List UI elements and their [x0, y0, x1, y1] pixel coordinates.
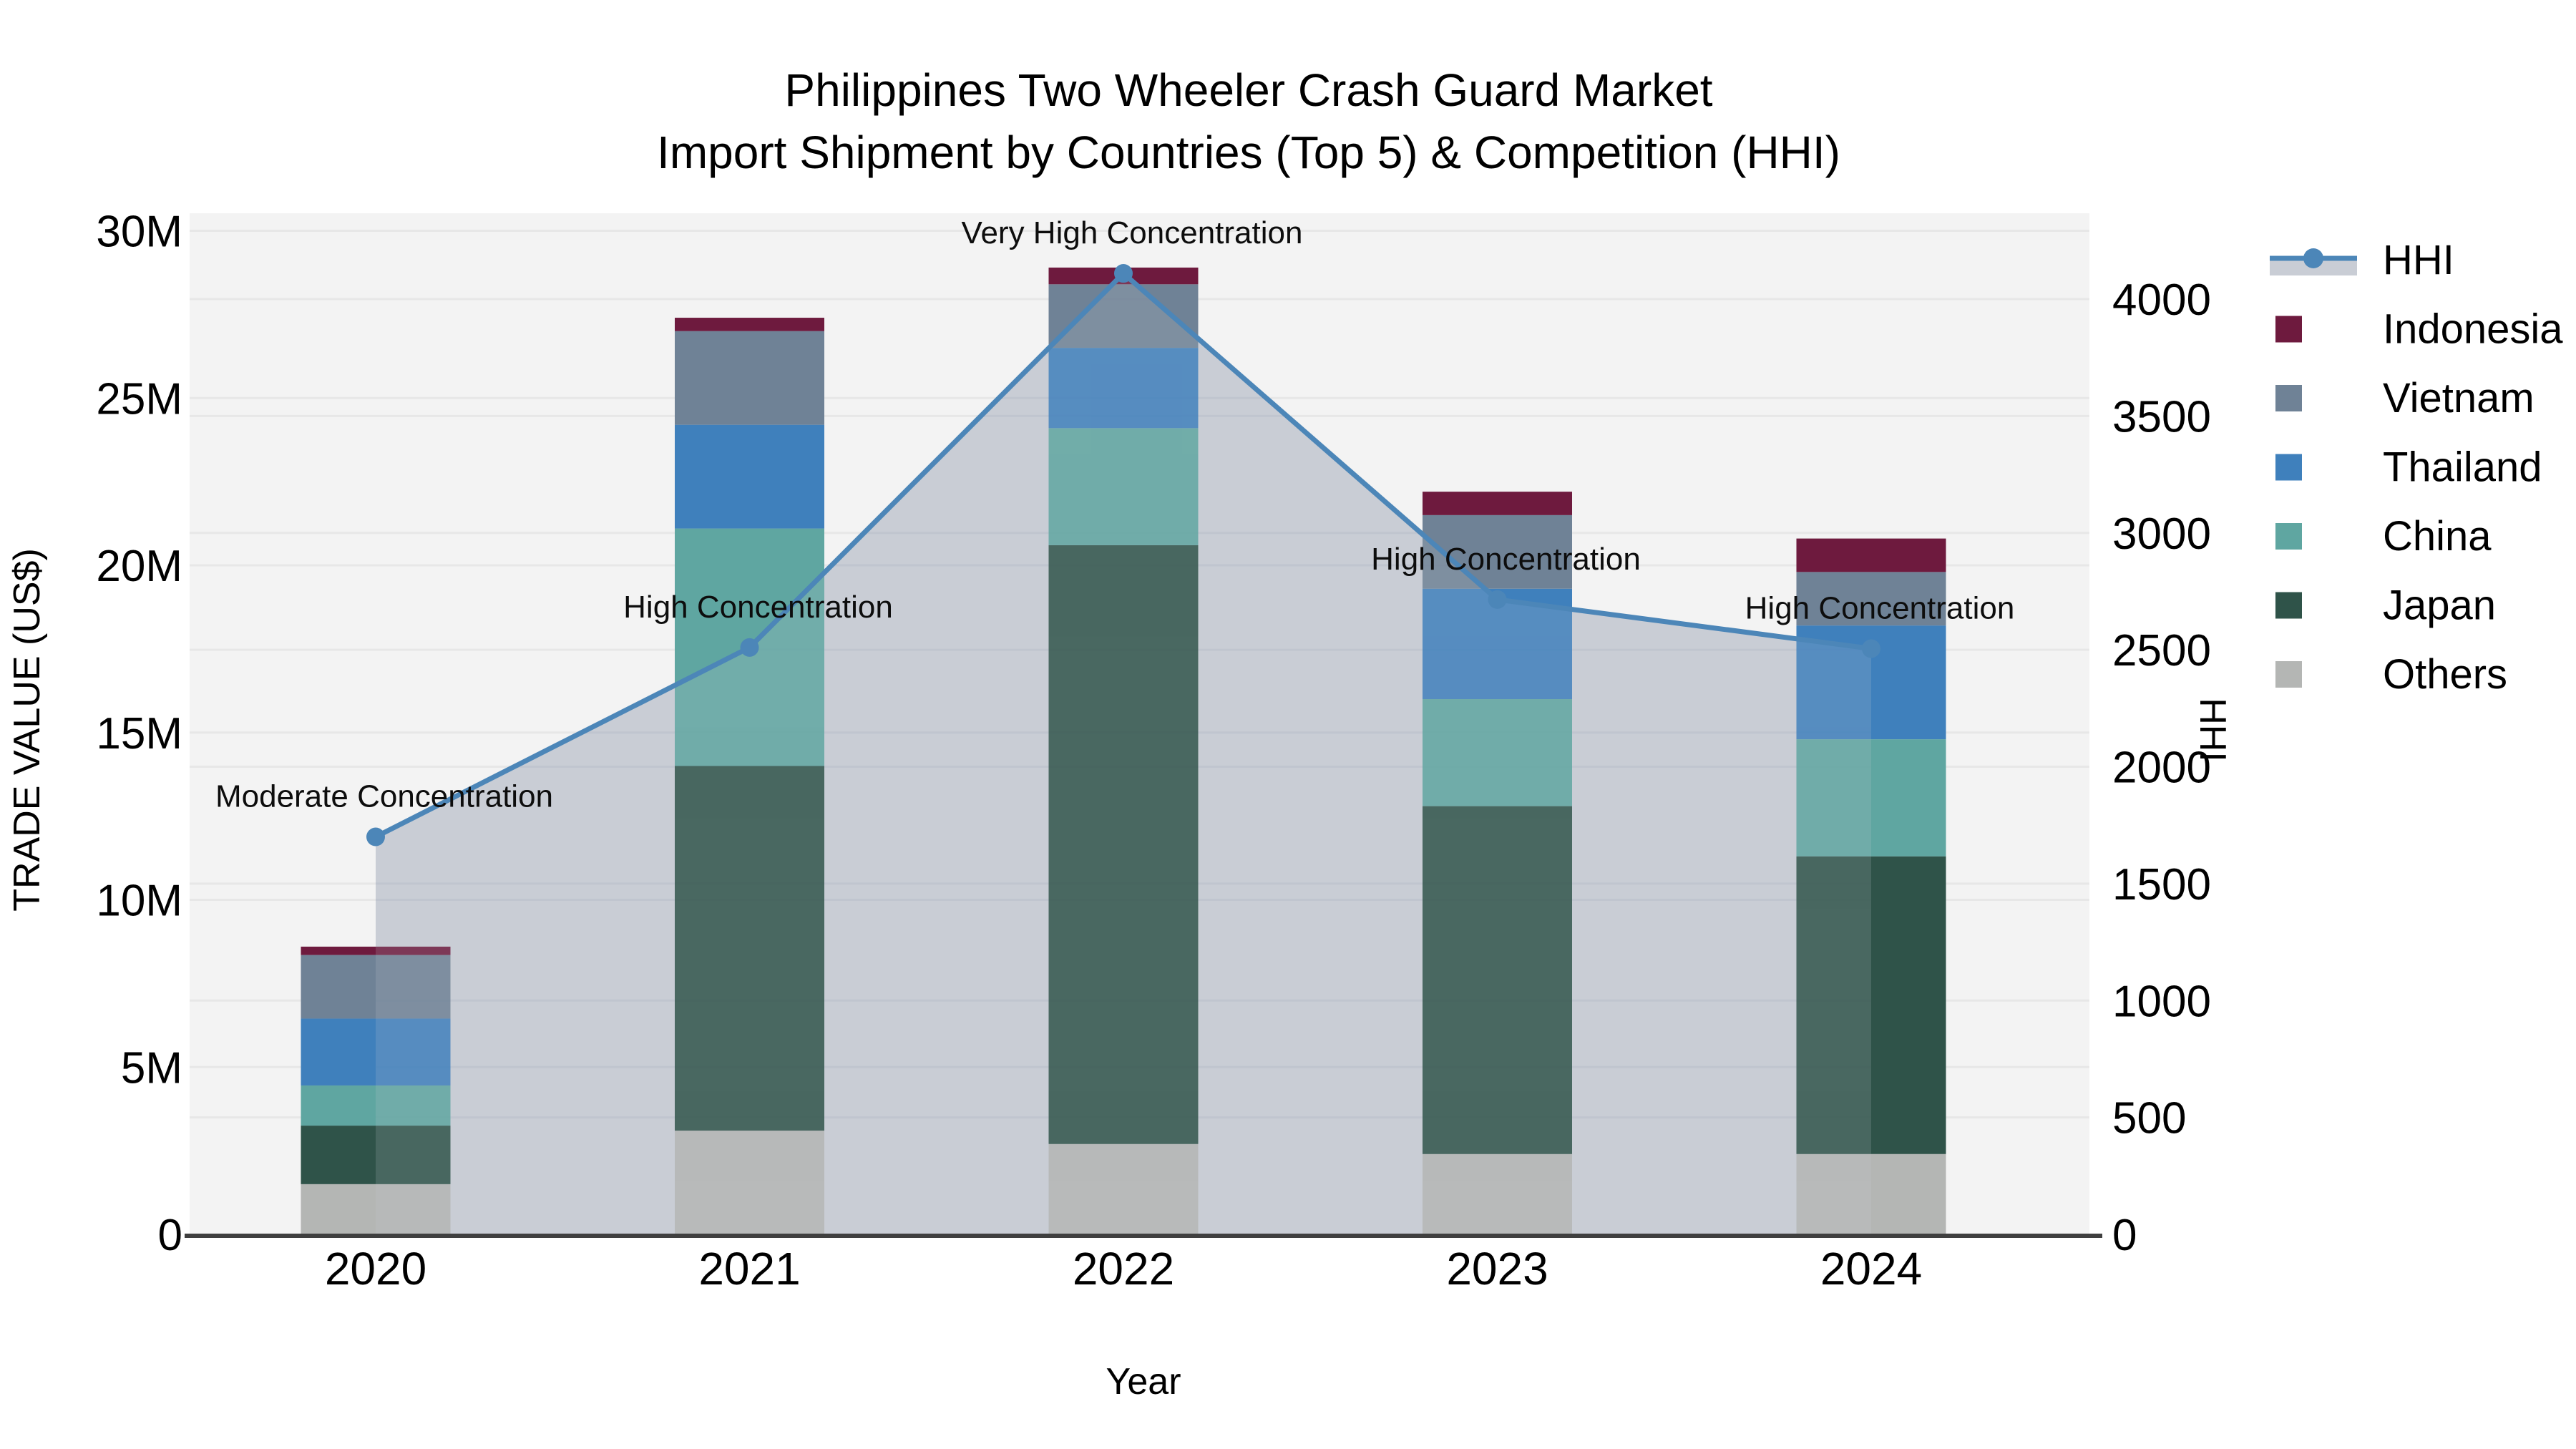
- bar-segment-others-2020: [376, 1184, 451, 1234]
- bar-segment-japan-2024: [1796, 856, 1871, 1154]
- x-tick-2023: 2023: [1446, 1243, 1548, 1294]
- y-right-tick: 4000: [2112, 275, 2211, 325]
- y-left-tick: 5M: [121, 1043, 182, 1093]
- legend-swatch-china: [2275, 523, 2302, 550]
- bar-segment-vietnam-2021[interactable]: [675, 331, 824, 425]
- y-left-tick: 0: [158, 1211, 182, 1260]
- legend-label-china: China: [2383, 513, 2492, 560]
- legend-label-indonesia: Indonesia: [2383, 306, 2563, 353]
- bar-segment-china-2020: [376, 1085, 451, 1126]
- y-right-axis-title: HHI: [2192, 698, 2233, 762]
- y-right-tick: 2500: [2112, 626, 2211, 675]
- x-tick-2022: 2022: [1073, 1243, 1174, 1294]
- legend: HHI Indonesia Vietnam Thailand China Japan Oth…: [2270, 237, 2563, 698]
- legend-item-thailand[interactable]: Thailand: [2275, 444, 2542, 491]
- hhi-marker-2022[interactable]: [1114, 264, 1133, 283]
- y-left-axis-title: TRADE VALUE (US$): [6, 548, 48, 912]
- legend-item-others[interactable]: Others: [2275, 651, 2507, 698]
- bar-segment-others-2021: [675, 1131, 824, 1234]
- legend-swatch-others: [2275, 661, 2302, 688]
- chart-title-line1: Philippines Two Wheeler Crash Guard Mark…: [784, 64, 1712, 116]
- legend-label-others: Others: [2383, 651, 2507, 698]
- y-right-tick: 1500: [2112, 860, 2211, 909]
- legend-swatch-japan: [2275, 592, 2302, 619]
- bar-segment-indonesia-2023[interactable]: [1423, 492, 1572, 515]
- bar-segment-china-2023: [1423, 699, 1572, 806]
- legend-item-china[interactable]: China: [2275, 513, 2492, 560]
- bar-segment-vietnam-2020: [376, 955, 451, 1019]
- y-right-tick-labels: 0 500 1000 1500 2000 2500 3000 3500 4000: [2112, 275, 2211, 1260]
- bar-segment-china-2022: [1048, 428, 1199, 545]
- bar-segment-vietnam-2024[interactable]: [1796, 572, 1946, 626]
- hhi-marker-2021[interactable]: [740, 638, 759, 657]
- x-tick-2024: 2024: [1820, 1243, 1922, 1294]
- legend-swatch-thailand: [2275, 454, 2302, 481]
- hhi-markers: [366, 264, 1880, 847]
- legend-label-vietnam: Vietnam: [2383, 375, 2534, 421]
- bar-segment-thailand-2021[interactable]: [675, 424, 824, 529]
- annotation-2022: Very High Concentration: [962, 215, 1303, 250]
- bar-segment-others-2023: [1423, 1153, 1572, 1234]
- legend-item-indonesia[interactable]: Indonesia: [2275, 306, 2563, 353]
- annotation-2021: High Concentration: [623, 590, 893, 625]
- hhi-marker-2020[interactable]: [366, 827, 385, 847]
- legend-item-japan[interactable]: Japan: [2275, 582, 2496, 629]
- legend-label-hhi: HHI: [2383, 237, 2454, 283]
- legend-swatch-vietnam: [2275, 385, 2302, 411]
- legend-item-vietnam[interactable]: Vietnam: [2275, 375, 2534, 421]
- y-right-tick: 3000: [2112, 509, 2211, 559]
- chart-title-line2: Import Shipment by Countries (Top 5) & C…: [657, 127, 1840, 178]
- bar-segment-indonesia-2020: [376, 946, 451, 955]
- bar-segment-japan-2022: [1048, 545, 1199, 1144]
- y-right-tick: 3500: [2112, 392, 2211, 441]
- bar-segment-japan-2021: [675, 766, 824, 1131]
- y-right-tick: 500: [2112, 1094, 2186, 1143]
- y-left-tick-labels: 0 5M 10M 15M 20M 25M 30M: [96, 208, 182, 1261]
- bar-segment-thailand-2020: [376, 1018, 451, 1085]
- y-left-tick: 20M: [96, 542, 182, 591]
- y-right-tick: 2000: [2112, 743, 2211, 793]
- legend-label-japan: Japan: [2383, 582, 2496, 629]
- hhi-marker-2024[interactable]: [1862, 639, 1880, 658]
- annotation-2023: High Concentration: [1371, 542, 1641, 577]
- y-right-tick: 0: [2112, 1211, 2137, 1260]
- bar-segment-japan-2020: [376, 1126, 451, 1184]
- bar-segment-indonesia-2021[interactable]: [675, 318, 824, 331]
- y-left-tick: 25M: [96, 374, 182, 424]
- hhi-marker-2023[interactable]: [1488, 590, 1507, 609]
- annotations: Moderate Concentration High Concentration…: [215, 215, 2014, 814]
- x-tick-2020: 2020: [325, 1243, 426, 1294]
- bar-segment-japan-2023: [1423, 806, 1572, 1154]
- legend-item-hhi[interactable]: HHI: [2270, 237, 2454, 283]
- bar-segment-indonesia-2020[interactable]: [301, 946, 451, 955]
- bar-segment-china-2024: [1796, 739, 1871, 857]
- y-left-tick: 10M: [96, 877, 182, 926]
- annotation-2020: Moderate Concentration: [215, 779, 553, 814]
- bar-segment-others-2022: [1048, 1143, 1199, 1234]
- bar-segment-thailand-2022: [1048, 348, 1199, 429]
- bar-segment-others-2024: [1796, 1153, 1871, 1234]
- y-left-tick: 30M: [96, 208, 182, 257]
- y-right-tick: 1000: [2112, 977, 2211, 1026]
- bar-segment-indonesia-2024[interactable]: [1796, 538, 1946, 572]
- legend-hhi-marker-sample: [2303, 248, 2323, 268]
- y-left-tick: 15M: [96, 709, 182, 758]
- x-axis-title: Year: [1106, 1361, 1181, 1402]
- x-tick-labels: 2020 2021 2022 2023 2024: [325, 1243, 1922, 1294]
- x-tick-2021: 2021: [698, 1243, 800, 1294]
- legend-label-thailand: Thailand: [2383, 444, 2542, 491]
- annotation-2024: High Concentration: [1745, 590, 2015, 625]
- legend-swatch-indonesia: [2275, 316, 2302, 343]
